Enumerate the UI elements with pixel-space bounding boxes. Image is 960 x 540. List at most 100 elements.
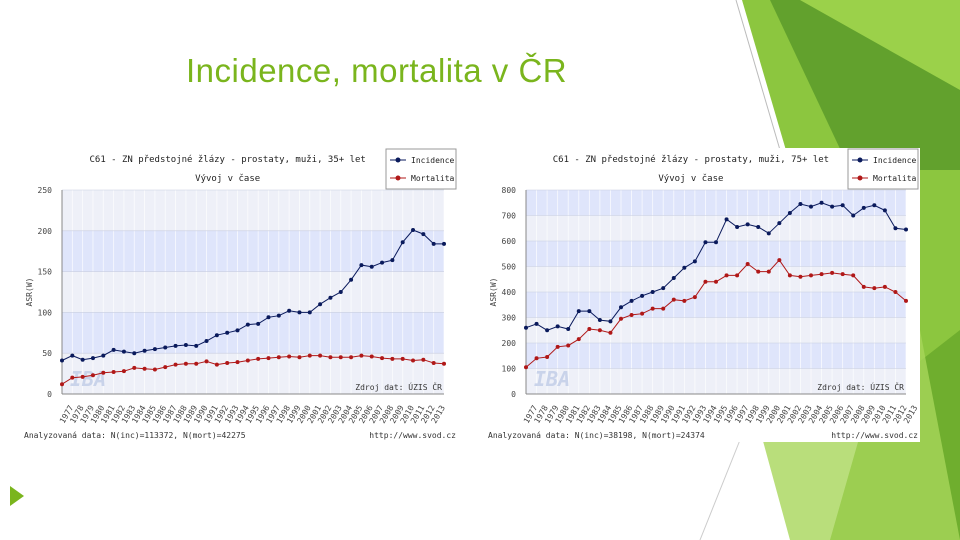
- point-mortalita-13: [194, 361, 199, 366]
- point-incidence-5: [576, 309, 581, 314]
- point-mortalita-0: [60, 382, 64, 387]
- plot-band-4: [62, 190, 444, 231]
- point-incidence-19: [724, 217, 729, 222]
- point-mortalita-30: [369, 354, 374, 359]
- chart-legend: Incidence Mortalita: [847, 148, 919, 190]
- point-mortalita-7: [597, 328, 602, 333]
- chart-url: http://www.svod.cz: [831, 431, 918, 440]
- point-incidence-30: [369, 264, 374, 269]
- legend-label-1: Mortalita: [411, 174, 455, 183]
- point-incidence-25: [787, 210, 792, 215]
- legend-box: [385, 148, 457, 190]
- y-tick-6: 600: [502, 237, 517, 246]
- y-tick-5: 500: [502, 263, 517, 272]
- chart-incidence-mortality-75plus: C61 - ZN předstojné žlázy - prostaty, mu…: [486, 148, 920, 442]
- point-mortalita-12: [650, 306, 655, 311]
- chart-url: http://www.svod.cz: [369, 431, 456, 440]
- point-mortalita-26: [328, 355, 333, 360]
- point-incidence-23: [297, 310, 302, 315]
- slide-title: Incidence, mortalita v ČR: [186, 52, 568, 89]
- point-mortalita-10: [163, 365, 168, 370]
- point-incidence-29: [830, 204, 835, 209]
- point-mortalita-20: [266, 356, 271, 361]
- point-incidence-1: [534, 321, 539, 326]
- point-incidence-3: [555, 324, 560, 329]
- point-incidence-15: [682, 265, 687, 270]
- point-mortalita-3: [555, 344, 560, 349]
- point-incidence-17: [235, 328, 240, 333]
- point-mortalita-24: [777, 258, 782, 263]
- point-incidence-0: [524, 325, 528, 330]
- point-incidence-1: [70, 353, 75, 358]
- point-incidence-10: [163, 345, 168, 350]
- point-mortalita-13: [661, 306, 666, 311]
- point-incidence-34: [411, 227, 416, 232]
- y-tick-3: 300: [502, 314, 517, 323]
- point-mortalita-9: [619, 316, 623, 321]
- point-incidence-20: [266, 315, 271, 320]
- point-mortalita-26: [798, 274, 803, 279]
- point-incidence-31: [851, 213, 856, 218]
- point-mortalita-1: [70, 375, 75, 380]
- point-mortalita-18: [714, 279, 718, 284]
- point-incidence-18: [245, 322, 250, 327]
- point-incidence-0: [60, 358, 64, 363]
- point-mortalita-4: [566, 343, 571, 348]
- point-incidence-22: [287, 308, 292, 313]
- point-mortalita-35: [893, 290, 898, 294]
- point-mortalita-14: [204, 359, 209, 364]
- point-incidence-20: [735, 224, 740, 229]
- point-incidence-12: [650, 290, 655, 294]
- point-mortalita-35: [421, 357, 426, 362]
- deco-line: [735, 0, 781, 151]
- point-mortalita-23: [297, 355, 302, 360]
- point-mortalita-15: [214, 362, 219, 367]
- point-mortalita-9: [152, 367, 157, 372]
- iba-watermark: IBA: [534, 367, 570, 391]
- point-incidence-26: [798, 202, 803, 207]
- point-incidence-24: [777, 221, 782, 226]
- point-mortalita-16: [225, 360, 230, 365]
- chart-title: C61 - ZN předstojné žlázy - prostaty, mu…: [90, 154, 366, 165]
- y-tick-0: 0: [47, 390, 52, 399]
- point-mortalita-6: [587, 326, 592, 331]
- point-mortalita-12: [183, 361, 188, 366]
- point-mortalita-8: [142, 366, 147, 371]
- point-incidence-21: [745, 222, 750, 227]
- point-mortalita-31: [851, 273, 856, 278]
- point-incidence-32: [861, 205, 866, 210]
- point-mortalita-4: [101, 370, 106, 375]
- point-incidence-35: [893, 226, 898, 231]
- point-incidence-28: [819, 200, 824, 205]
- point-mortalita-32: [861, 284, 866, 289]
- legend-marker-1: [857, 175, 863, 181]
- slide-arrow-icon: [10, 486, 24, 506]
- point-mortalita-2: [80, 374, 85, 379]
- chart-analysis-note: Analyzovaná data: N(inc)=113372, N(mort)…: [24, 431, 246, 440]
- point-incidence-33: [400, 240, 405, 245]
- point-incidence-15: [214, 333, 219, 338]
- point-incidence-6: [587, 309, 592, 314]
- point-incidence-13: [194, 343, 199, 348]
- point-incidence-14: [204, 338, 209, 343]
- y-tick-2: 200: [502, 339, 517, 348]
- point-mortalita-24: [307, 353, 312, 358]
- plot-band-1: [62, 312, 444, 354]
- point-mortalita-15: [682, 298, 687, 303]
- point-mortalita-27: [338, 355, 343, 360]
- point-mortalita-17: [703, 279, 708, 284]
- point-mortalita-16: [692, 295, 697, 300]
- point-mortalita-19: [724, 273, 729, 278]
- chart-incidence-mortality-35plus: C61 - ZN předstojné žlázy - prostaty, mu…: [22, 148, 458, 442]
- y-tick-0: 0: [511, 390, 516, 399]
- y-tick-3: 150: [38, 268, 53, 277]
- point-incidence-35: [421, 232, 426, 237]
- point-mortalita-29: [359, 353, 364, 358]
- point-incidence-36: [904, 227, 908, 232]
- point-mortalita-28: [819, 272, 824, 277]
- point-mortalita-5: [111, 369, 116, 374]
- legend-label-0: Incidence: [873, 156, 917, 165]
- point-mortalita-11: [173, 362, 178, 367]
- point-mortalita-29: [830, 270, 835, 275]
- point-incidence-5: [111, 347, 116, 352]
